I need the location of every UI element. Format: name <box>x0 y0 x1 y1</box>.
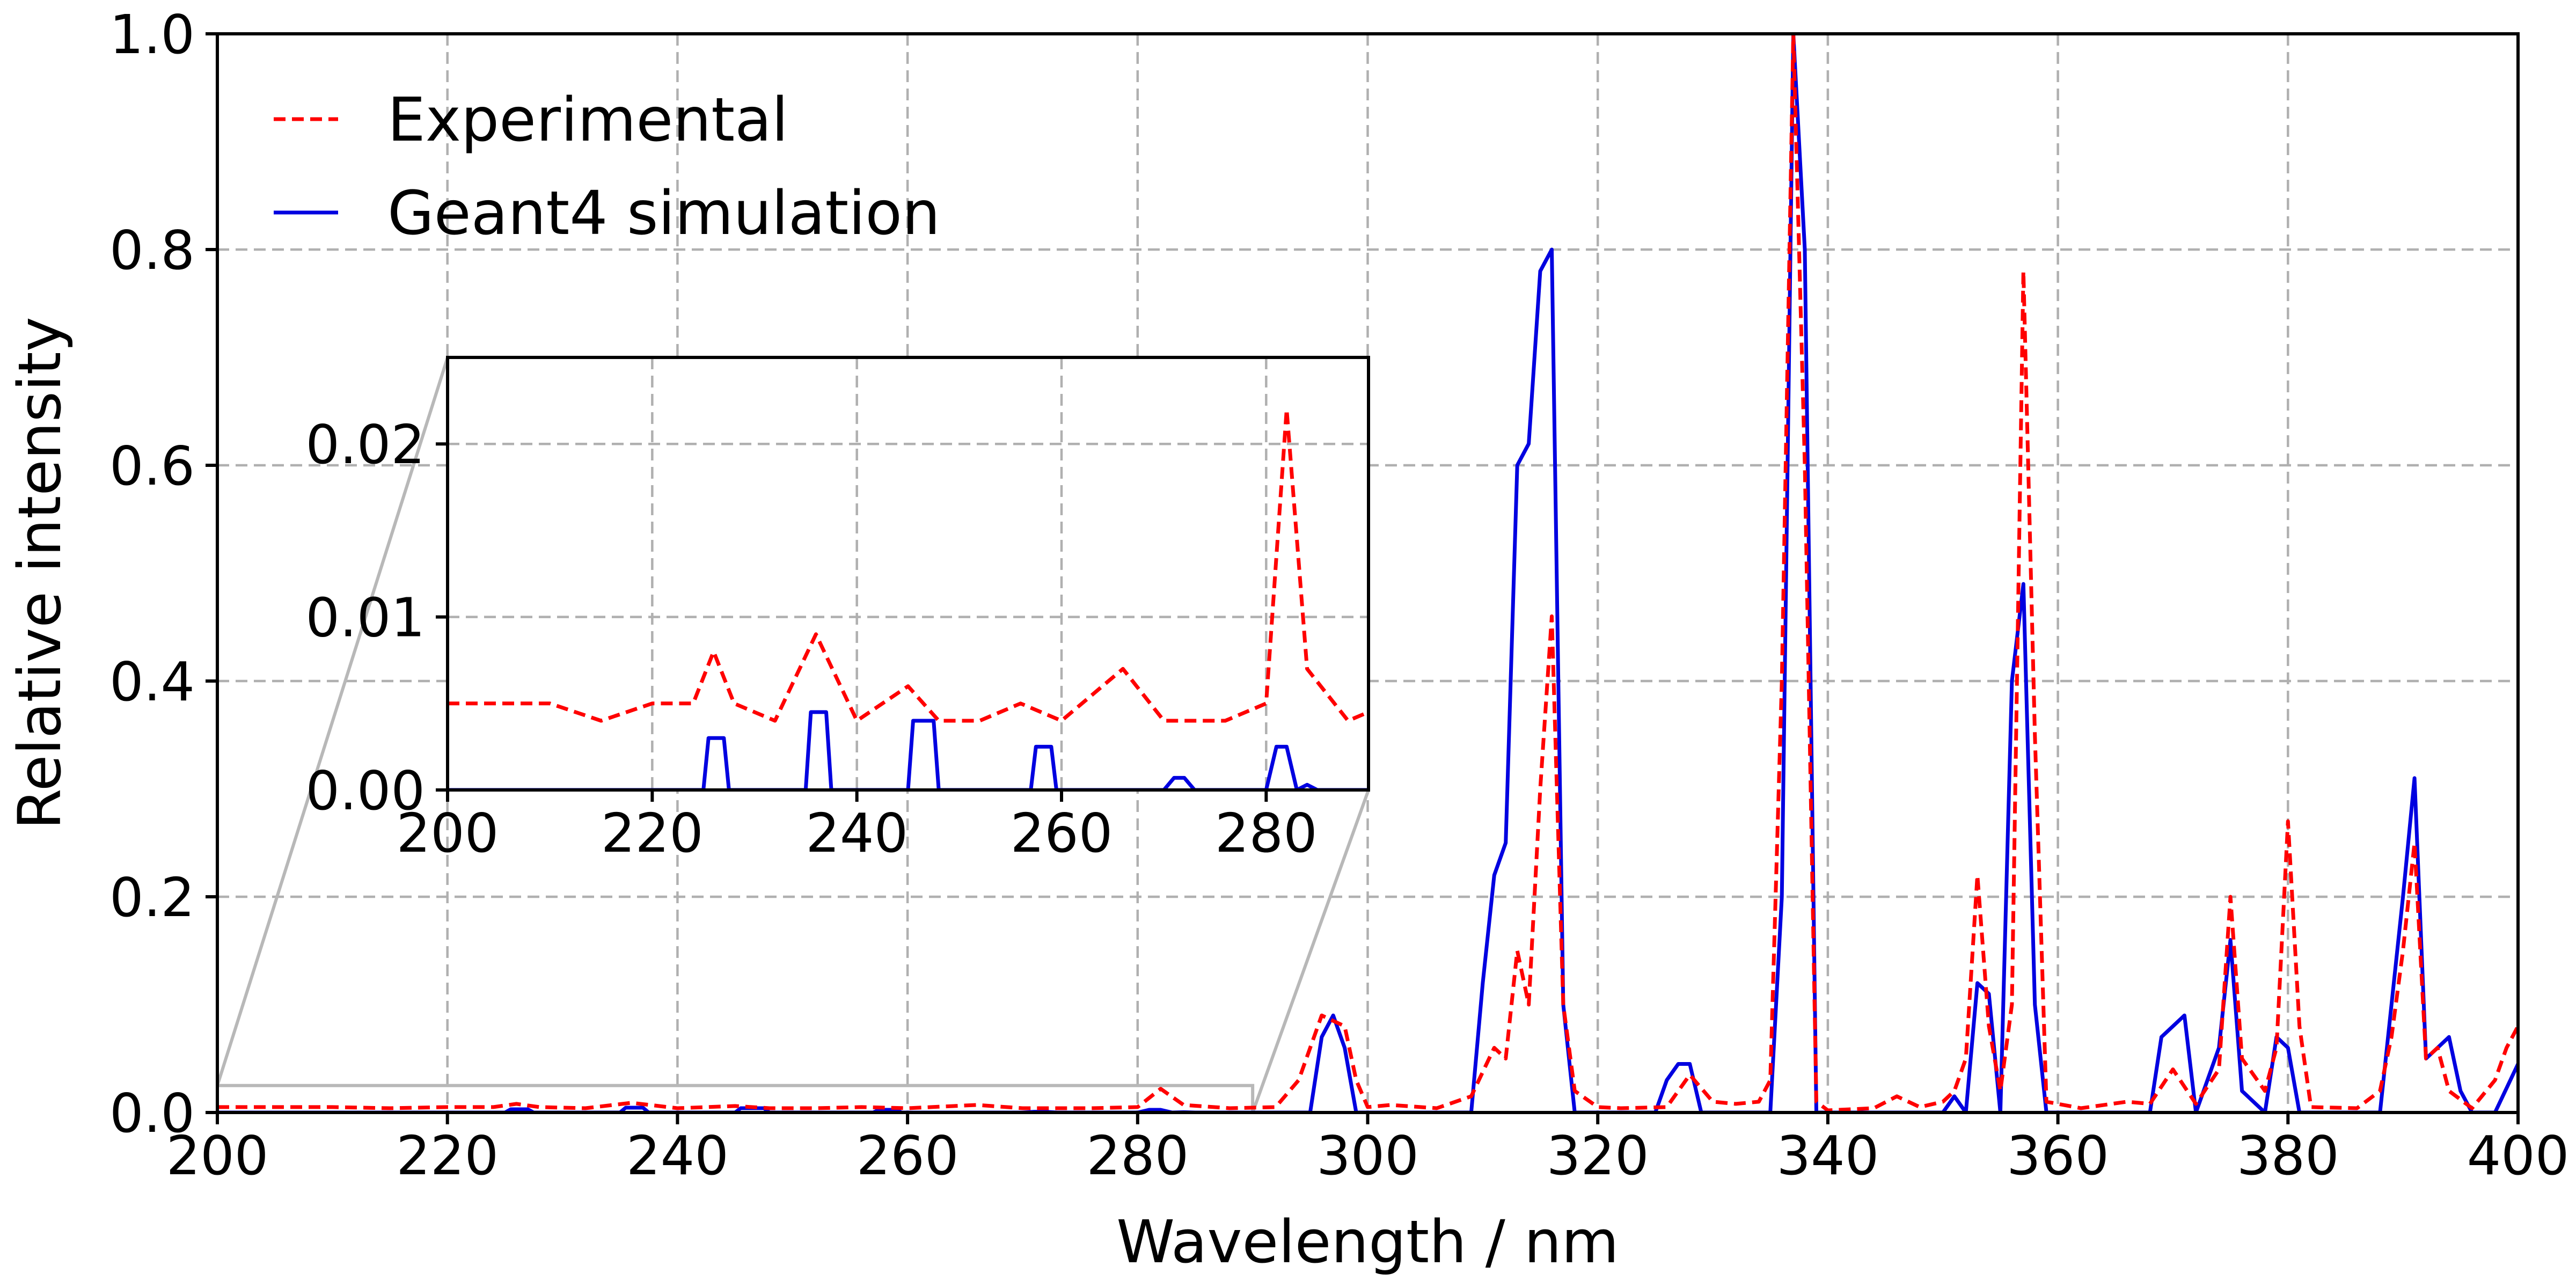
inset-series-line-geant4-simulation <box>448 710 1368 790</box>
inset-series-line-experimental <box>448 407 1368 723</box>
legend: Experimental Geant4 simulation <box>274 85 940 248</box>
zoom-connector-left <box>216 357 449 1086</box>
inset-x-tick-label: 260 <box>1011 802 1113 865</box>
inset-axes-frame <box>446 356 1370 792</box>
inset-plot-frame <box>446 356 1370 792</box>
x-tick-label: 220 <box>396 1124 499 1187</box>
series-line-geant4-simulation <box>217 34 2518 1113</box>
y-tick-label: 0.6 <box>109 435 195 497</box>
inset-gridlines <box>448 357 1368 790</box>
y-axis-label: Relative intensity <box>5 317 74 829</box>
main-axis-ticks: 200 220 240 260 280 300 320 340 360 380 400 0.0 0.2 0… <box>109 3 2569 1187</box>
inset-y-tick-label: 0.00 <box>305 759 425 822</box>
x-tick-label: 280 <box>1086 1124 1189 1187</box>
x-tick-label: 360 <box>2007 1124 2109 1187</box>
y-tick-label: 1.0 <box>109 3 195 66</box>
inset-axis-ticks: 200 220 240 260 280 0.00 0.01 0.02 <box>305 413 1317 865</box>
inset-chart: 200 220 240 260 280 0.00 0.01 0.02 <box>305 356 1370 865</box>
legend-label-geant4-simulation: Geant4 simulation <box>387 179 940 248</box>
y-tick-label: 0.8 <box>109 219 195 282</box>
zoom-connector-right <box>1251 789 1370 1114</box>
y-tick-label: 0.0 <box>109 1082 195 1145</box>
inset-x-tick-label: 200 <box>397 802 499 865</box>
inset-x-tick-label: 280 <box>1215 802 1318 865</box>
main-series-lines <box>217 34 2518 1113</box>
inset-y-tick-label: 0.01 <box>305 587 425 649</box>
inset-background <box>448 357 1368 790</box>
x-tick-label: 340 <box>1776 1124 1879 1187</box>
x-tick-label: 400 <box>2467 1124 2570 1187</box>
x-tick-label: 240 <box>626 1124 729 1187</box>
x-tick-label: 200 <box>166 1124 269 1187</box>
x-axis-label: Wavelength / nm <box>1116 1208 1619 1276</box>
inset-y-tick-label: 0.02 <box>305 413 425 476</box>
inset-x-tick-label: 240 <box>806 802 908 865</box>
legend-label-experimental: Experimental <box>387 85 788 155</box>
series-line-experimental <box>217 34 2518 1113</box>
y-tick-label: 0.2 <box>109 866 195 929</box>
x-tick-label: 260 <box>857 1124 959 1187</box>
x-tick-label: 320 <box>1547 1124 1649 1187</box>
inset-series-lines <box>448 407 1368 790</box>
y-tick-label: 0.4 <box>109 650 195 713</box>
inset-x-tick-label: 220 <box>601 802 704 865</box>
x-tick-label: 380 <box>2237 1124 2339 1187</box>
x-tick-label: 300 <box>1316 1124 1419 1187</box>
